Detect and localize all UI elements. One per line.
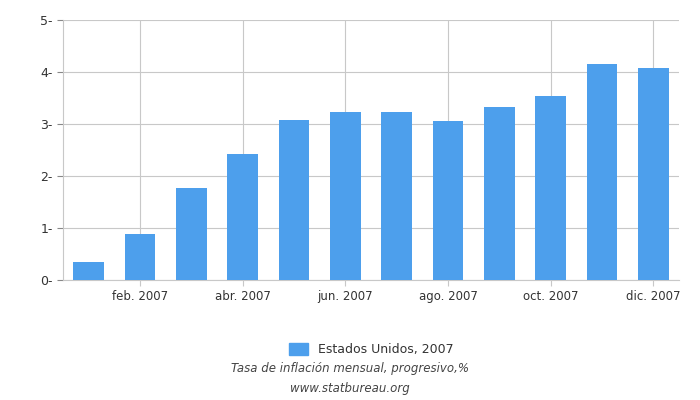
Bar [228,154,258,280]
Bar [330,112,360,280]
Bar [279,120,309,280]
Bar [74,262,104,280]
Bar [125,234,155,280]
Bar [536,96,566,280]
Bar [587,64,617,280]
Bar [433,121,463,280]
Text: Tasa de inflación mensual, progresivo,%: Tasa de inflación mensual, progresivo,% [231,362,469,375]
Bar [484,107,514,280]
Bar [176,188,206,280]
Bar [638,68,668,280]
Text: www.statbureau.org: www.statbureau.org [290,382,410,395]
Legend: Estados Unidos, 2007: Estados Unidos, 2007 [284,338,458,361]
Bar [382,112,412,280]
